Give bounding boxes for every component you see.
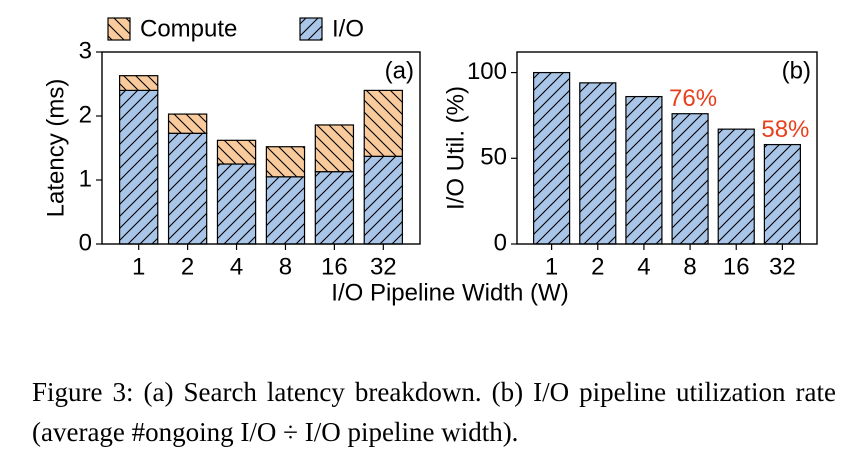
x-tick-label: 32 (769, 253, 796, 280)
bar (625, 95, 663, 245)
panel-label: (b) (782, 57, 811, 84)
legend-swatch (107, 17, 131, 41)
x-tick-label: 1 (132, 253, 145, 280)
value-label: 76% (669, 85, 717, 112)
bar (671, 113, 709, 245)
axes-frame (101, 51, 421, 245)
x-tick-label: 4 (230, 253, 243, 280)
y-tick-label: 100 (467, 58, 507, 85)
y-tick-label: 3 (79, 37, 92, 64)
bar-segment (119, 89, 159, 245)
y-tick-label: 1 (79, 165, 92, 192)
y-axis-label: Latency (ms) (42, 79, 69, 218)
bar-segment (314, 124, 355, 173)
x-tick-label: 2 (591, 253, 604, 280)
bar (763, 143, 801, 245)
axes-frame (516, 51, 818, 245)
value-label: 58% (761, 116, 809, 143)
legend-label: I/O (332, 15, 364, 42)
bar (579, 82, 617, 245)
bar-segment (265, 176, 306, 245)
panel-label: (a) (385, 57, 414, 84)
bar-segment (119, 75, 159, 92)
legend-swatch (299, 17, 323, 41)
x-tick-label: 1 (545, 253, 558, 280)
bar (533, 71, 571, 245)
y-tick-label: 0 (494, 229, 507, 256)
x-tick-label: 16 (723, 253, 750, 280)
x-tick-label: 16 (321, 253, 348, 280)
y-tick-label: 0 (79, 229, 92, 256)
bar-segment (167, 113, 208, 134)
bar-segment (167, 132, 208, 245)
bar-segment (216, 163, 257, 245)
x-tick-label: 2 (181, 253, 194, 280)
x-tick-label: 8 (683, 253, 696, 280)
y-axis-label: I/O Util. (%) (442, 86, 469, 210)
x-tick-label: 4 (637, 253, 650, 280)
bar-segment (265, 146, 306, 178)
y-tick-label: 2 (79, 101, 92, 128)
x-tick-label: 32 (370, 253, 397, 280)
bar-segment (363, 155, 403, 245)
legend-label: Compute (140, 15, 237, 42)
bar-segment (314, 171, 355, 245)
x-axis-label: I/O Pipeline Width (W) (331, 279, 568, 306)
x-tick-label: 8 (279, 253, 292, 280)
bar-segment (216, 139, 257, 165)
chart: 0 1 2 3 1 2 4 8 16 32 Latency (ms) (a) I/O Pipeline … (42, 15, 818, 306)
y-tick-label: 50 (480, 144, 507, 171)
caption: Figure 3: (a) Search latency breakdown. … (32, 377, 836, 447)
bar (717, 128, 755, 245)
bar-segment (363, 89, 403, 157)
